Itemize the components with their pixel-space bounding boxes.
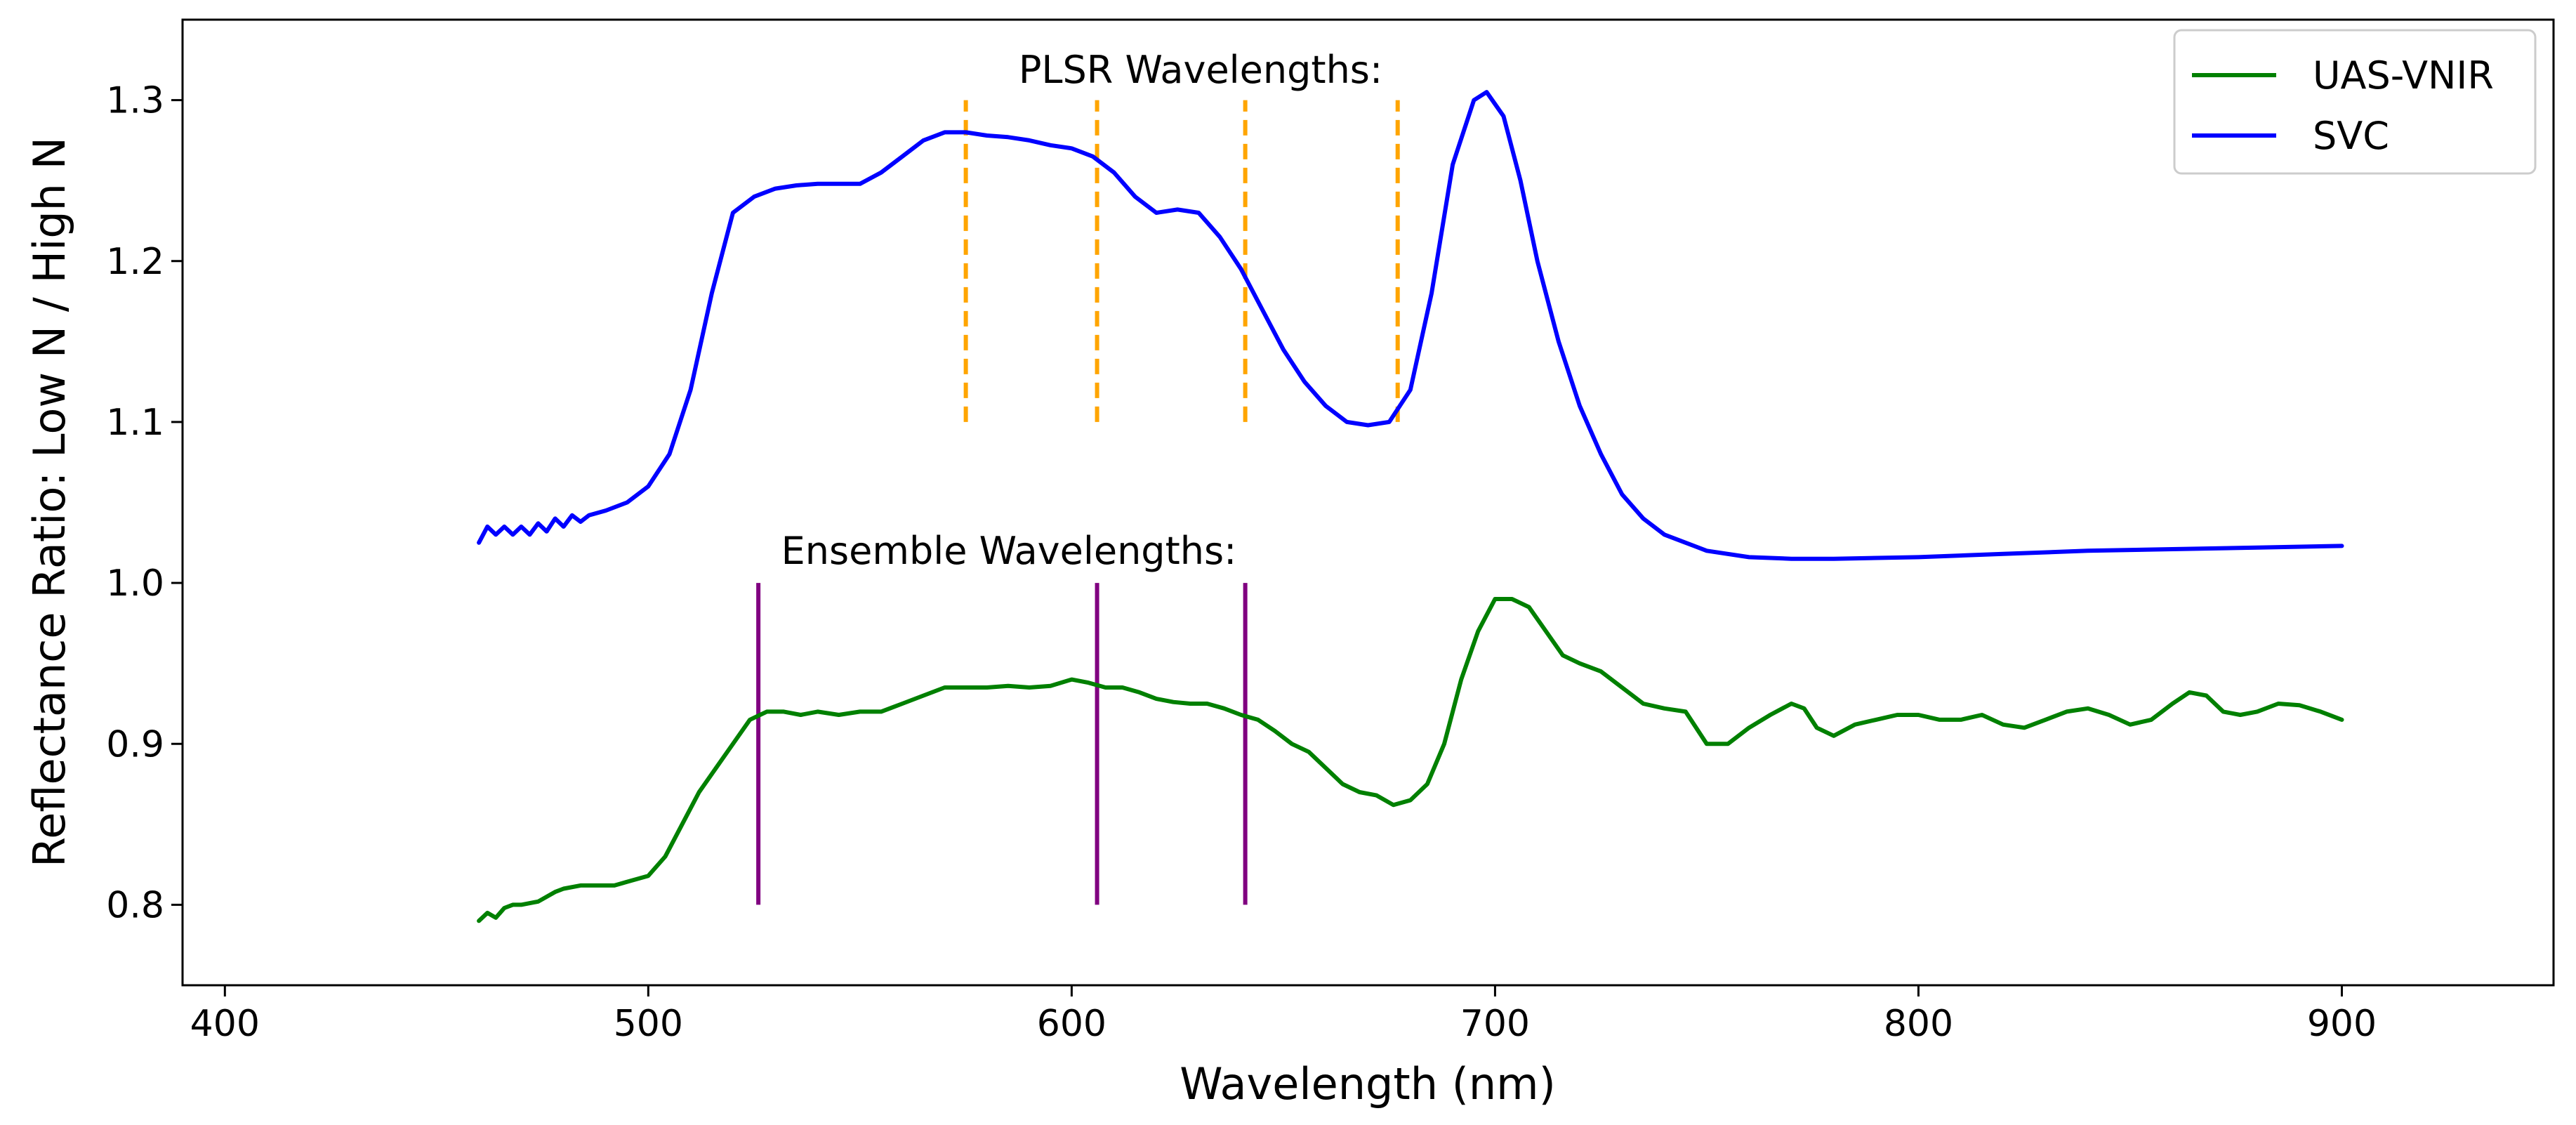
y-axis-title: Reflectance Ratio: Low N / High N xyxy=(24,137,75,867)
y-tick-label: 1.1 xyxy=(106,402,164,444)
y-tick-label: 1.3 xyxy=(106,80,164,122)
series-line-svc xyxy=(477,90,2344,561)
x-tick-label: 900 xyxy=(2307,1003,2377,1045)
y-tick-label: 0.8 xyxy=(106,884,164,926)
legend-label-svc: SVC xyxy=(2313,114,2389,158)
plsr-wavelengths-label: PLSR Wavelengths: xyxy=(1019,48,1382,92)
x-tick-label: 600 xyxy=(1037,1003,1107,1045)
y-tick-label: 1.0 xyxy=(106,562,164,605)
series-line-uas-vnir xyxy=(477,597,2344,923)
y-tick-label: 1.2 xyxy=(106,241,164,283)
x-tick-label: 700 xyxy=(1460,1003,1530,1045)
x-tick-label: 500 xyxy=(614,1003,683,1045)
legend: UAS-VNIR SVC xyxy=(2173,29,2537,175)
x-tick-label: 800 xyxy=(1884,1003,1953,1045)
x-axis-title: Wavelength (nm) xyxy=(1180,1058,1556,1110)
legend-label-uas-vnir: UAS-VNIR xyxy=(2313,53,2494,98)
ensemble-wavelengths-label: Ensemble Wavelengths: xyxy=(781,529,1237,573)
plot-frame xyxy=(181,18,2555,987)
y-axis: 0.8 0.9 1.0 1.1 1.2 1.3 xyxy=(106,80,183,926)
plot-area xyxy=(477,90,2344,923)
x-axis: 400 500 600 700 800 900 xyxy=(190,985,2377,1045)
y-tick-label: 0.9 xyxy=(106,723,164,765)
x-tick-label: 400 xyxy=(190,1003,260,1045)
